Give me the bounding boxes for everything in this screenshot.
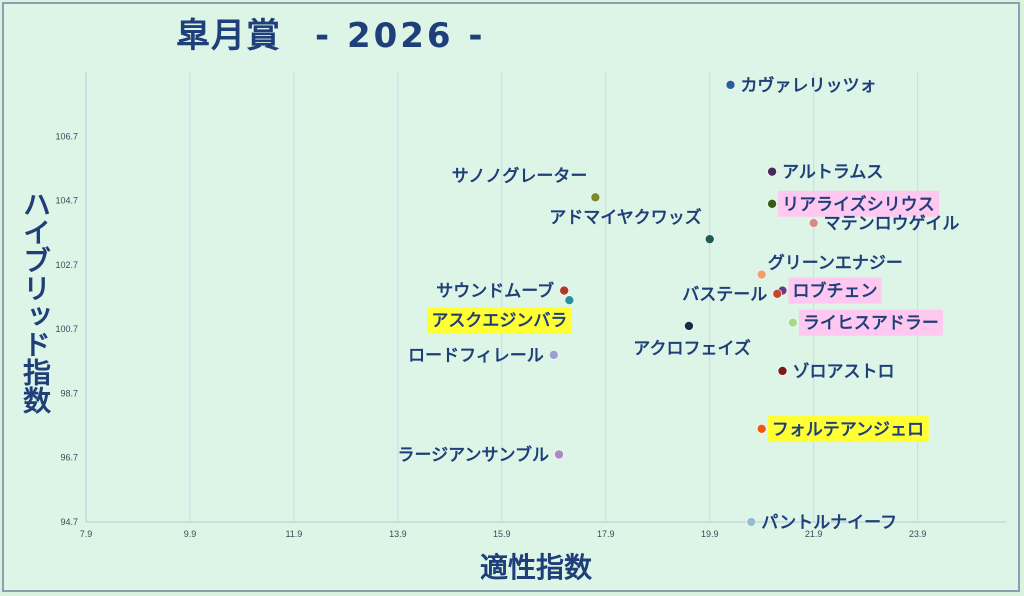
point-label: ライヒスアドラー: [803, 314, 939, 334]
data-point: [777, 366, 788, 376]
point-label: サウンドムーブ: [436, 281, 554, 302]
point-label: グリーンエナジー: [768, 253, 903, 274]
point-label: マテンロウゲイル: [824, 213, 960, 234]
data-point: [725, 80, 736, 90]
label-highlight: [427, 307, 572, 334]
y-tick-label: 98.7: [60, 388, 78, 398]
data-point: [704, 234, 715, 244]
point-label: ロードフィレール: [408, 346, 544, 366]
y-tick-label: 102.7: [55, 260, 78, 270]
point-label: リアライズシリウス: [782, 194, 935, 215]
data-point: [554, 449, 564, 460]
point-label: パントルナイーフ: [761, 513, 897, 533]
x-tick-label: 15.9: [493, 529, 511, 539]
data-point: [684, 321, 694, 331]
data-point: [772, 288, 783, 299]
x-tick-label: 19.9: [701, 529, 719, 539]
x-tick-label: 23.9: [909, 529, 927, 539]
point-label: ラージアンサンブル: [398, 445, 549, 466]
x-tick-label: 11.9: [285, 529, 302, 539]
x-tick-label: 7.9: [80, 529, 93, 539]
point-label: アクロフェイズ: [633, 338, 751, 359]
data-point: [559, 285, 569, 296]
data-point: [767, 166, 777, 177]
point-label: アドマイヤクワッズ: [549, 207, 702, 228]
y-tick-label: 104.7: [55, 196, 78, 206]
data-point: [756, 269, 767, 280]
data-point: [564, 295, 575, 306]
y-tick-label: 96.7: [60, 453, 78, 463]
point-label: ゾロアストロ: [792, 362, 894, 382]
y-tick-label: 100.7: [55, 324, 78, 334]
chart-title: 皐月賞 - 2026 -: [176, 8, 486, 57]
point-label: バステール: [682, 285, 767, 305]
data-point: [548, 350, 559, 360]
x-tick-label: 21.9: [805, 529, 823, 539]
chart-subtitle: - 2026 -: [315, 16, 486, 56]
label-highlight: [798, 309, 943, 336]
point-label: アルトラムス: [782, 163, 883, 183]
point-label: ロブチェン: [792, 281, 877, 302]
y-tick-label: 106.7: [55, 131, 78, 141]
x-tick-label: 13.9: [389, 529, 407, 539]
x-tick-label: 9.9: [184, 529, 197, 539]
label-highlight: [767, 415, 929, 442]
label-highlight: [788, 277, 882, 304]
point-label: カヴァレリッツォ: [741, 75, 877, 96]
x-tick-label: 17.9: [597, 529, 615, 539]
data-point: [746, 517, 757, 527]
point-label: サノノグレーター: [452, 165, 588, 186]
data-point: [788, 317, 798, 328]
data-point: [767, 198, 777, 209]
y-axis-label: ハイブリッド指数: [19, 190, 52, 414]
y-tick-label: 94.7: [60, 517, 78, 527]
x-axis-label: 適性指数: [480, 551, 593, 584]
chart-title-text: 皐月賞: [176, 16, 281, 56]
point-label: フォルテアンジェロ: [772, 420, 924, 440]
data-point: [756, 423, 767, 434]
point-label: アスクエジンバラ: [431, 311, 567, 331]
data-point: [590, 192, 601, 203]
label-highlight: [778, 190, 940, 217]
data-point: [808, 218, 819, 228]
